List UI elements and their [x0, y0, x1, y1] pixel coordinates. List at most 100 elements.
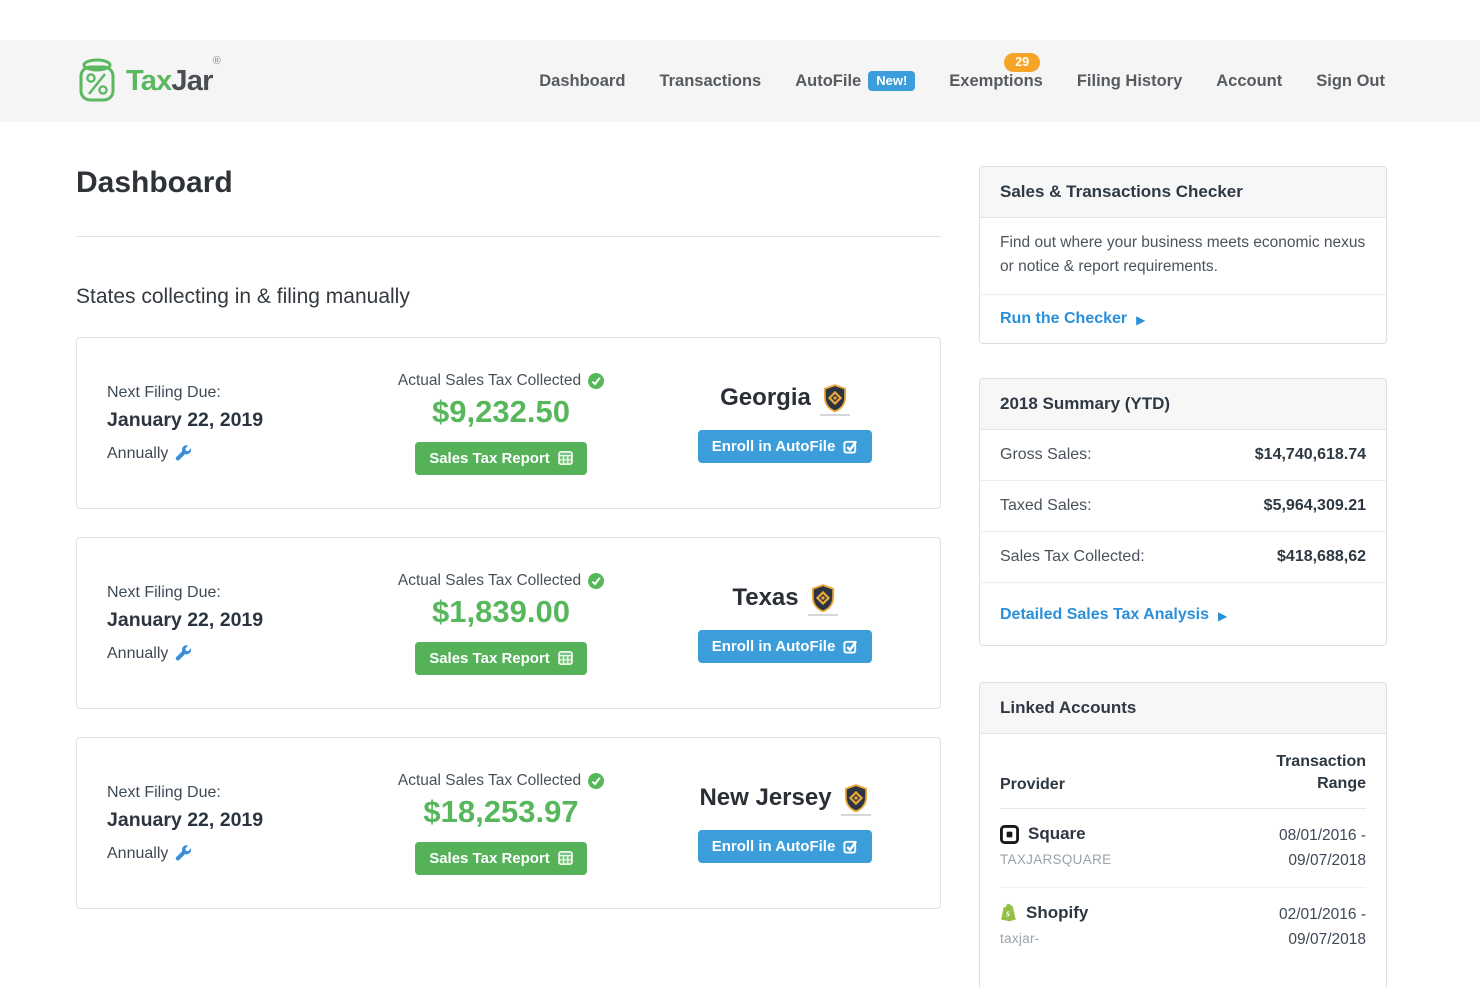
linked-accounts-table: Provider Transaction Range Square TAXJAR… [980, 734, 1386, 965]
enroll-autofile-button[interactable]: Enroll in AutoFile [697, 829, 873, 863]
provider-name: Shopify [1026, 902, 1089, 922]
page-content: Dashboard States collecting in & filing … [0, 122, 1480, 987]
enroll-autofile-label: Enroll in AutoFile [711, 437, 836, 455]
sales-transactions-checker-panel: Sales & Transactions Checker Find out wh… [979, 166, 1387, 345]
arrow-right-icon: ▶ [1218, 609, 1228, 624]
filing-frequency: Annually [107, 644, 169, 662]
wrench-icon[interactable] [175, 445, 192, 462]
summary-label: Taxed Sales: [1000, 497, 1092, 515]
nav-dashboard[interactable]: Dashboard [539, 71, 626, 90]
provider-cell: Square TAXJARSQUARE [1000, 824, 1111, 874]
state-filing-card-new-jersey: Next Filing Due: January 22, 2019 Annual… [76, 737, 941, 909]
enroll-autofile-label: Enroll in AutoFile [711, 837, 836, 855]
nav-account[interactable]: Account [1216, 71, 1283, 90]
state-badge [807, 583, 838, 616]
nav-sign-out[interactable]: Sign Out [1316, 71, 1385, 90]
wrench-icon[interactable] [175, 845, 192, 862]
shopify-logo-icon: s [1001, 904, 1016, 922]
next-filing-label: Next Filing Due: [107, 783, 221, 801]
filing-frequency: Annually [107, 844, 169, 862]
range-start: 02/01/2016 - [1278, 905, 1366, 923]
linked-accounts-panel: Linked Accounts Provider Transaction Ran… [979, 682, 1387, 987]
nav-exemptions[interactable]: Exemptions [949, 71, 1043, 90]
enroll-autofile-button[interactable]: Enroll in AutoFile [697, 429, 873, 463]
linked-accounts-header-row: Provider Transaction Range [1000, 734, 1366, 810]
nav-transactions[interactable]: Transactions [659, 71, 762, 90]
collected-info: Actual Sales Tax Collected $18,253.97 Sa… [351, 772, 651, 875]
next-filing-date: January 22, 2019 [107, 808, 264, 831]
collected-info: Actual Sales Tax Collected $9,232.50 Sal… [351, 372, 651, 475]
wrench-icon[interactable] [175, 645, 192, 662]
check-circle-icon [588, 772, 605, 789]
new-badge: New! [868, 71, 916, 91]
next-filing-date: January 22, 2019 [107, 408, 264, 431]
page-title: Dashboard [76, 166, 233, 199]
collected-amount: $18,253.97 [423, 793, 579, 829]
transaction-range-column-header: Transaction Range [1276, 753, 1366, 792]
detailed-sales-tax-analysis-link[interactable]: Detailed Sales Tax Analysis ▶ [1000, 606, 1227, 624]
nav-links: Dashboard Transactions AutoFile New! 29 … [539, 52, 1385, 91]
range-end: 09/07/2018 [1288, 852, 1366, 870]
range-start: 08/01/2016 - [1278, 827, 1366, 845]
state-info: Georgia Enroll in AutoFile [660, 384, 910, 463]
sidebar: Sales & Transactions Checker Find out wh… [979, 122, 1387, 987]
state-name: Georgia [720, 383, 811, 411]
summary-label: Sales Tax Collected: [1000, 548, 1145, 566]
badge-caption [807, 613, 838, 616]
nav-autofile[interactable]: AutoFile New! [795, 71, 916, 91]
badge-caption [819, 413, 850, 416]
summary-panel-title: 2018 Summary (YTD) [980, 379, 1386, 431]
top-nav-bar: TaxJar® Dashboard Transactions AutoFile … [0, 40, 1480, 122]
provider-name: Square [1028, 824, 1086, 844]
next-filing-date: January 22, 2019 [107, 608, 264, 631]
collected-label: Actual Sales Tax Collected [397, 571, 582, 589]
filing-info: Next Filing Due: January 22, 2019 Annual… [107, 584, 342, 663]
report-icon [558, 851, 573, 865]
main-column: Dashboard States collecting in & filing … [76, 122, 941, 987]
summary-row-taxed-sales: Taxed Sales: $5,964,309.21 [980, 481, 1386, 533]
sales-tax-report-label: Sales Tax Report [429, 649, 550, 667]
square-logo-icon [1000, 824, 1019, 844]
summary-row-gross-sales: Gross Sales: $14,740,618.74 [980, 430, 1386, 482]
linked-accounts-title: Linked Accounts [980, 683, 1386, 735]
state-info: Texas Enroll in AutoFile [660, 584, 910, 663]
enroll-autofile-button[interactable]: Enroll in AutoFile [697, 629, 873, 663]
summary-label: Gross Sales: [1000, 446, 1092, 464]
taxjar-logo[interactable]: TaxJar® [76, 55, 221, 105]
state-badge [819, 383, 850, 416]
collected-info: Actual Sales Tax Collected $1,839.00 Sal… [351, 572, 651, 675]
detailed-analysis-label: Detailed Sales Tax Analysis [1000, 606, 1209, 624]
run-the-checker-label: Run the Checker [1000, 310, 1128, 328]
summary-value: $418,688,62 [1277, 548, 1366, 566]
state-badge [840, 783, 871, 816]
linked-account-row-square[interactable]: Square TAXJARSQUARE 08/01/2016 - 09/07/2… [1000, 809, 1366, 888]
summary-value: $14,740,618.74 [1254, 446, 1366, 464]
checker-panel-title: Sales & Transactions Checker [980, 167, 1386, 218]
state-name: New Jersey [699, 783, 832, 811]
shield-icon [844, 783, 867, 812]
summary-value: $5,964,309.21 [1263, 497, 1366, 515]
provider-cell: s Shopify taxjar- [1000, 903, 1088, 953]
shield-icon [811, 583, 834, 612]
sales-tax-report-button[interactable]: Sales Tax Report [415, 441, 587, 475]
section-title: States collecting in & filing manually [76, 285, 410, 308]
arrow-right-icon: ▶ [1136, 313, 1146, 328]
checkbox-icon [843, 840, 858, 854]
badge-caption [840, 813, 871, 816]
nav-filing-history[interactable]: Filing History [1076, 71, 1183, 90]
state-info: New Jersey Enroll in AutoFile [660, 784, 910, 863]
run-the-checker-link[interactable]: Run the Checker ▶ [1000, 310, 1145, 328]
collected-label: Actual Sales Tax Collected [397, 371, 582, 389]
checker-panel-body: Find out where your business meets econo… [980, 218, 1386, 296]
filing-info: Next Filing Due: January 22, 2019 Annual… [107, 384, 342, 463]
sales-tax-report-button[interactable]: Sales Tax Report [415, 841, 587, 875]
collected-amount: $1,839.00 [432, 593, 570, 629]
sales-tax-report-button[interactable]: Sales Tax Report [415, 641, 587, 675]
provider-column-header: Provider [1000, 776, 1065, 794]
linked-account-row-shopify[interactable]: s Shopify taxjar- 02/01/2016 - 09/07/201… [1000, 888, 1366, 966]
check-circle-icon [588, 572, 605, 589]
exemptions-count-badge: 29 [1004, 52, 1041, 72]
collected-label: Actual Sales Tax Collected [397, 771, 582, 789]
summary-panel: 2018 Summary (YTD) Gross Sales: $14,740,… [979, 378, 1387, 647]
title-divider [76, 236, 941, 237]
